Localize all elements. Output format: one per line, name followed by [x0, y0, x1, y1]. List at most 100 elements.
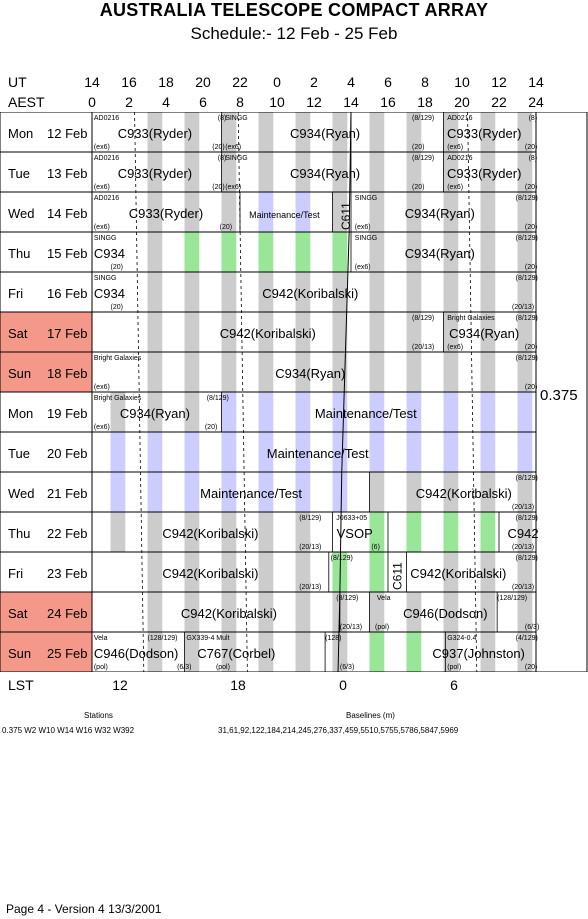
- source-code: SINGG: [225, 115, 248, 122]
- time-band: [147, 112, 163, 152]
- time-band: [406, 232, 422, 272]
- time-band: [332, 632, 348, 672]
- time-band: [443, 152, 459, 192]
- time-band: [184, 192, 200, 232]
- source-code: (8/129): [516, 315, 538, 322]
- aest-tick-4: 8: [236, 94, 244, 110]
- source-code: (20): [111, 264, 123, 271]
- source-code: (20): [212, 144, 224, 151]
- time-band: [221, 272, 237, 312]
- source-code: (8/129): [412, 155, 434, 162]
- time-band: [443, 512, 459, 552]
- ut-tick-12: 14: [528, 74, 544, 90]
- time-band: [147, 272, 163, 312]
- time-band: [295, 592, 311, 632]
- source-code: AD0216: [94, 195, 119, 202]
- time-band: [258, 432, 274, 472]
- source-code: (8/129): [516, 195, 538, 202]
- source-code: AD0216: [94, 155, 119, 162]
- source-code: (ex6): [94, 224, 110, 231]
- source-code: GX339-4 Mult: [186, 635, 229, 642]
- time-band: [147, 432, 163, 472]
- time-band: [480, 312, 496, 352]
- time-band: [295, 432, 311, 472]
- time-band: [110, 512, 126, 552]
- source-code: (8/129): [516, 515, 538, 522]
- ut-tick-10: 10: [454, 74, 470, 90]
- source-code: (20/13): [299, 544, 321, 551]
- source-code: (128): [325, 635, 341, 642]
- time-band: [221, 512, 237, 552]
- source-code: (ex6): [94, 384, 110, 391]
- time-band: [517, 552, 533, 592]
- source-code: SINGG: [94, 275, 117, 282]
- time-band: [258, 632, 274, 672]
- time-band: [147, 472, 163, 512]
- time-band: [480, 432, 496, 472]
- time-band: [258, 232, 274, 272]
- time-band: [517, 472, 533, 512]
- time-band: [406, 192, 422, 232]
- day-label-cell: [0, 512, 92, 552]
- time-band: [258, 272, 274, 312]
- source-code: Vela: [94, 635, 108, 642]
- time-band: [221, 432, 237, 472]
- time-band: [147, 352, 163, 392]
- time-band: [369, 432, 385, 472]
- time-band: [480, 232, 496, 272]
- aest-tick-6: 12: [306, 94, 322, 110]
- source-code: (ex6): [225, 184, 241, 191]
- source-code: (20/13): [512, 304, 534, 311]
- time-band: [369, 512, 385, 552]
- time-band: [295, 512, 311, 552]
- time-band: [406, 432, 422, 472]
- source-code: (ex6): [447, 344, 463, 351]
- time-band: [295, 232, 311, 272]
- source-code: SINGG: [355, 235, 378, 242]
- source-code: (pol): [216, 664, 230, 671]
- time-band: [443, 272, 459, 312]
- source-code: (pol): [375, 624, 389, 631]
- ut-axis-label: UT: [8, 74, 27, 90]
- ut-tick-2: 18: [158, 74, 174, 90]
- time-band: [369, 392, 385, 432]
- project-label: C946(Dodson): [94, 646, 179, 661]
- source-code: (ex6): [94, 424, 110, 431]
- time-band: [221, 112, 237, 152]
- source-code: (128/129): [148, 635, 178, 642]
- source-code: (8/129): [516, 355, 538, 362]
- day-of-week: Wed: [8, 206, 35, 221]
- page-title: AUSTRALIA TELESCOPE COMPACT ARRAY: [99, 0, 489, 20]
- source-code: (20): [525, 264, 537, 271]
- config-column-border: [535, 112, 588, 672]
- day-date: 19 Feb: [47, 406, 87, 421]
- time-band: [480, 512, 496, 552]
- source-code: (8/129): [412, 315, 434, 322]
- source-code: (pol): [94, 664, 108, 671]
- project-label: C942(Koribalski): [162, 566, 258, 581]
- time-band: [184, 232, 200, 272]
- source-code: (6/3): [525, 624, 539, 631]
- time-band: [369, 472, 385, 512]
- baselines-value: 31,61,92,122,184,214,245,276,337,459,551…: [218, 726, 459, 735]
- source-code: (8/129): [516, 475, 538, 482]
- day-of-week: Sun: [8, 366, 31, 381]
- project-label: C934(Ryan): [449, 326, 519, 341]
- source-code: Bright Galaxies: [94, 395, 142, 402]
- time-band: [443, 352, 459, 392]
- day-date: 24 Feb: [47, 606, 87, 621]
- source-code: (20): [525, 224, 537, 231]
- day-label-cell: [0, 152, 92, 192]
- project-label: Maintenance/Test: [249, 210, 320, 220]
- project-label: C611: [391, 562, 405, 590]
- time-band: [517, 392, 533, 432]
- project-label: C934(Ryan): [120, 406, 190, 421]
- time-band: [110, 432, 126, 472]
- time-band: [221, 552, 237, 592]
- source-code: (6): [371, 544, 380, 551]
- time-band: [369, 592, 385, 632]
- time-band: [147, 632, 163, 672]
- project-label: C767(Corbel): [197, 646, 275, 661]
- source-code: (20): [525, 344, 537, 351]
- ut-tick-8: 6: [384, 74, 392, 90]
